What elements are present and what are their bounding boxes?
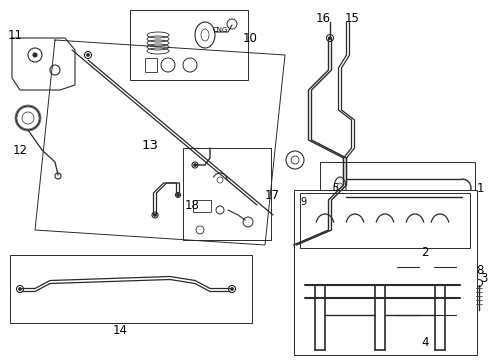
Text: 15: 15	[344, 12, 359, 24]
Circle shape	[86, 54, 89, 57]
Bar	[293, 190, 476, 355]
Text: 3: 3	[479, 271, 487, 284]
Bar	[130, 10, 247, 80]
Bar	[10, 255, 251, 323]
Circle shape	[19, 288, 21, 291]
Text: 2: 2	[420, 246, 428, 258]
Text: 18: 18	[184, 198, 199, 212]
Text: 8: 8	[475, 264, 483, 276]
Circle shape	[33, 53, 37, 57]
Circle shape	[230, 288, 233, 291]
Text: 9: 9	[299, 197, 305, 207]
Circle shape	[256, 203, 259, 207]
Text: 16: 16	[315, 12, 330, 24]
Circle shape	[328, 36, 331, 40]
Text: CNG: CNG	[212, 27, 227, 33]
Text: 10: 10	[242, 32, 257, 45]
Text: 11: 11	[8, 28, 23, 41]
Text: 13: 13	[141, 139, 158, 152]
Circle shape	[176, 194, 179, 197]
Circle shape	[193, 163, 196, 166]
Bar	[387, 247, 473, 347]
Text: 14: 14	[112, 324, 127, 337]
Text: 12: 12	[13, 144, 27, 157]
Bar	[392, 295, 469, 342]
Text: 5: 5	[331, 183, 337, 193]
Bar	[145, 58, 157, 72]
Bar	[183, 148, 270, 240]
Text: 4: 4	[420, 337, 428, 350]
Bar	[319, 162, 474, 214]
Bar	[193, 200, 210, 212]
Text: 1: 1	[475, 181, 483, 194]
Text: 17: 17	[264, 189, 279, 202]
Circle shape	[153, 213, 156, 216]
Bar	[299, 193, 469, 248]
